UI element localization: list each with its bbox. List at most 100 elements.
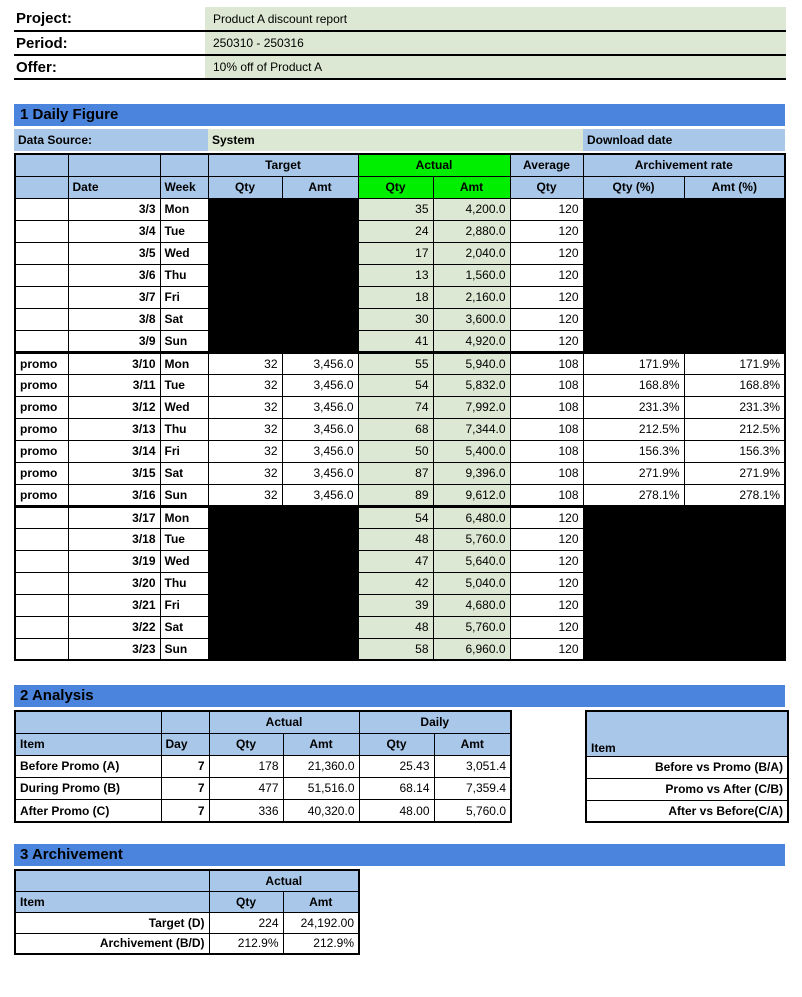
- cell-actual-qty: 17: [357, 241, 434, 265]
- cell-average-qty: 108: [509, 350, 584, 375]
- cell-date: 3/6: [67, 263, 161, 287]
- daily-row: promo 3/10 Mon 32 3,456.0 55 5,940.0 108 171.9% 1…: [14, 350, 786, 375]
- cell-item: During Promo (B): [14, 776, 162, 801]
- cell-date: 3/5: [67, 241, 161, 265]
- cell-actual-qty: 42: [357, 571, 434, 595]
- archivement-header-cols: Item Qty Amt: [14, 890, 360, 913]
- project-row: Project: Product A discount report: [14, 7, 786, 32]
- cell-daily-amt: 3,051.4: [433, 754, 512, 778]
- cell-item: Archivement (B/D): [14, 932, 210, 955]
- cell-actual-amt: 7,992.0: [432, 395, 511, 419]
- cell-week: Tue: [159, 219, 209, 243]
- cell-actual-amt: 51,516.0: [282, 776, 360, 801]
- daily-row: promo 3/12 Wed 32 3,456.0 74 7,992.0 108 231.3% 2…: [14, 395, 786, 419]
- cell-day: 7: [160, 776, 210, 801]
- daily-row: 3/3 Mon 35 4,200.0 120: [14, 197, 786, 221]
- cell-average-qty: 120: [509, 593, 584, 617]
- cell-week: Wed: [159, 549, 209, 573]
- cell-target-hidden: [207, 505, 359, 529]
- analysis-header-daily-amt: Amt: [433, 732, 512, 756]
- cell-target-amt: 3,456.0: [281, 483, 359, 508]
- compare-header-row: Item: [585, 710, 789, 757]
- cell-compare-item: Before vs Promo (B/A): [585, 755, 789, 779]
- cell-actual-qty: 58: [357, 637, 434, 661]
- period-value: 250310 - 250316: [205, 31, 786, 56]
- cell-target-qty: 32: [207, 373, 283, 397]
- cell-actual-amt: 5,940.0: [432, 350, 511, 375]
- cell-week: Mon: [159, 197, 209, 221]
- cell-amt-pct: 271.9%: [683, 461, 786, 485]
- cell-target-hidden: [207, 329, 359, 353]
- cell-promo-flag: [14, 571, 69, 595]
- cell-average-qty: 108: [509, 461, 584, 485]
- cell-average-qty: 120: [509, 527, 584, 551]
- cell-promo-flag: promo: [14, 461, 69, 485]
- cell-week: Mon: [159, 505, 209, 529]
- cell-actual-amt: 3,600.0: [432, 307, 511, 331]
- cell-actual-qty: 30: [357, 307, 434, 331]
- cell-actual-qty: 18: [357, 285, 434, 309]
- cell-archrate-hidden: [582, 615, 786, 639]
- compare-row: After vs Before(C/A): [585, 799, 789, 823]
- cell-actual-qty: 47: [357, 549, 434, 573]
- cell-actual-amt: 5,760.0: [432, 527, 511, 551]
- analysis-header-cols: Item Day Qty Amt Qty Amt: [14, 732, 512, 756]
- cell-actual-qty: 35: [357, 197, 434, 221]
- analysis-table: Actual Daily Item Day Qty Amt Qty Amt Be…: [14, 710, 512, 823]
- data-source-label: Data Source:: [14, 129, 208, 151]
- cell-actual-amt: 9,396.0: [432, 461, 511, 485]
- cell-actual-amt: 21,360.0: [282, 754, 360, 778]
- cell-actual-qty: 87: [357, 461, 434, 485]
- cell-target-qty: 32: [207, 417, 283, 441]
- cell-date: 3/9: [67, 329, 161, 353]
- cell-promo-flag: [14, 197, 69, 221]
- cell-target-qty: 32: [207, 395, 283, 419]
- daily-row: 3/23 Sun 58 6,960.0 120: [14, 637, 786, 661]
- cell-week: Wed: [159, 241, 209, 265]
- daily-figure-table: Target Actual Average Archivement rate D…: [14, 153, 787, 661]
- cell-actual-qty: 48: [357, 527, 434, 551]
- project-value: Product A discount report: [205, 7, 786, 32]
- cell-target-hidden: [207, 307, 359, 331]
- header-actual-qty: Qty: [357, 175, 434, 199]
- cell-archrate-hidden: [582, 263, 786, 287]
- cell-archrate-hidden: [582, 219, 786, 243]
- cell-day: 7: [160, 799, 210, 823]
- cell-actual-qty: 24: [357, 219, 434, 243]
- cell-archrate-hidden: [582, 527, 786, 551]
- daily-row: 3/4 Tue 24 2,880.0 120: [14, 219, 786, 243]
- cell-actual-amt: 5,040.0: [432, 571, 511, 595]
- cell-date: 3/13: [67, 417, 161, 441]
- cell-actual-qty: 477: [208, 776, 284, 801]
- daily-row: promo 3/14 Fri 32 3,456.0 50 5,400.0 108 156.3% 1…: [14, 439, 786, 463]
- cell-amt: 212.9%: [282, 932, 360, 955]
- cell-target-qty: 32: [207, 461, 283, 485]
- cell-actual-amt: 2,160.0: [432, 285, 511, 309]
- analysis-header-actual-amt: Amt: [282, 732, 360, 756]
- cell-date: 3/20: [67, 571, 161, 595]
- cell-item: Target (D): [14, 911, 210, 934]
- cell-target-hidden: [207, 615, 359, 639]
- cell-average-qty: 120: [509, 263, 584, 287]
- daily-row: 3/22 Sat 48 5,760.0 120: [14, 615, 786, 639]
- cell-week: Sun: [159, 483, 209, 508]
- compare-header-item: Item: [585, 710, 789, 757]
- report-page: Project: Product A discount report Perio…: [14, 7, 789, 955]
- cell-actual-amt: 2,040.0: [432, 241, 511, 265]
- cell-week: Sun: [159, 637, 209, 661]
- cell-target-amt: 3,456.0: [281, 373, 359, 397]
- archivement-header-item: Item: [14, 890, 210, 913]
- cell-archrate-hidden: [582, 329, 786, 353]
- cell-actual-amt: 5,640.0: [432, 549, 511, 573]
- cell-average-qty: 120: [509, 285, 584, 309]
- cell-promo-flag: [14, 593, 69, 617]
- cell-week: Thu: [159, 571, 209, 595]
- header-promo-blank: [14, 153, 69, 177]
- cell-promo-flag: [14, 307, 69, 331]
- analysis-row: After Promo (C) 7 336 40,320.0 48.00 5,760.0: [14, 799, 512, 823]
- cell-target-hidden: [207, 197, 359, 221]
- cell-average-qty: 120: [509, 329, 584, 353]
- period-label: Period:: [14, 31, 205, 56]
- analysis-row: During Promo (B) 7 477 51,516.0 68.14 7,359.4: [14, 776, 512, 801]
- cell-actual-amt: 9,612.0: [432, 483, 511, 508]
